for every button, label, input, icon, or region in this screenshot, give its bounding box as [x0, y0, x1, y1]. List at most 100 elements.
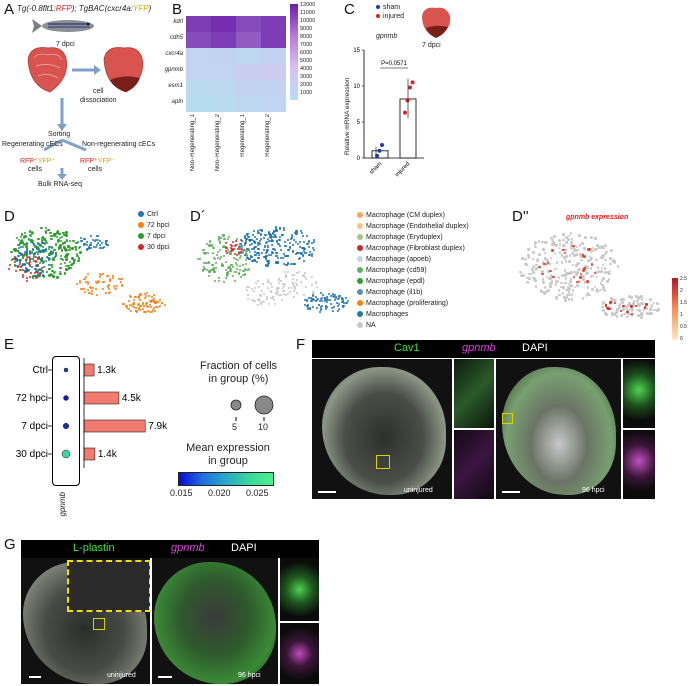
tsne-point	[133, 305, 136, 308]
tsne-point	[332, 305, 335, 308]
tsne-point	[632, 303, 636, 307]
tsne-point	[68, 260, 71, 264]
tsne-point	[66, 245, 70, 248]
tsne-point	[25, 259, 28, 262]
gene-title-c: gpnmb	[376, 33, 398, 40]
tsne-point	[585, 272, 588, 275]
heatmap-cell	[211, 96, 236, 112]
tsne-point	[571, 251, 575, 254]
legend-marker	[357, 322, 363, 329]
tsne-point	[224, 276, 228, 280]
tsne-point	[342, 302, 345, 305]
tsne-point	[282, 263, 285, 266]
tsne-point	[535, 263, 538, 267]
tsne-point	[292, 243, 295, 246]
tsne-point	[524, 257, 527, 261]
heatmap-cell	[261, 96, 286, 112]
tsne-point	[312, 238, 315, 242]
tsne-point	[282, 229, 285, 232]
tsne-point	[94, 287, 97, 290]
tsne-point	[549, 236, 553, 240]
tsne-point	[37, 248, 41, 251]
tsne-point	[242, 273, 245, 276]
tsne-point	[560, 274, 564, 277]
tsne-point	[29, 230, 32, 233]
tsne-point	[41, 245, 44, 248]
tsne-point	[610, 300, 614, 303]
tsne-point	[587, 259, 590, 262]
tsne-point	[219, 237, 222, 240]
tsne-point	[271, 248, 274, 251]
tsne-point	[272, 232, 275, 235]
tsne-point	[567, 234, 571, 238]
tsne-point	[563, 257, 567, 261]
tsne-point	[19, 235, 23, 239]
tsne-point	[320, 292, 323, 295]
tsne-point	[85, 243, 88, 246]
tsne-point	[14, 248, 17, 251]
expression-tick: 0.5	[680, 324, 687, 330]
tsne-point	[555, 261, 559, 264]
tsne-point	[238, 268, 241, 271]
tsne-point	[267, 231, 271, 234]
tsne-point	[140, 294, 143, 297]
tsne-point	[58, 236, 62, 240]
tsne-point	[48, 267, 51, 270]
tsne-point	[590, 256, 593, 260]
legend-item: Macrophage (CM duplex)	[357, 211, 445, 222]
legend-item: NA	[357, 321, 376, 332]
tsne-point	[244, 244, 247, 247]
tsne-point	[267, 245, 270, 248]
mean-title: Mean expression in group	[186, 442, 270, 467]
tsne-point	[622, 307, 625, 310]
tsne-point	[290, 236, 293, 239]
tsne-point	[332, 293, 335, 296]
tsne-point	[134, 296, 137, 299]
data-point	[375, 153, 379, 158]
tsne-point	[30, 230, 34, 234]
legend-label: Macrophage (Endothelial duplex)	[366, 223, 469, 230]
scale-bar	[502, 491, 520, 493]
tsne-point	[319, 298, 322, 301]
tsne-point	[579, 272, 582, 276]
tsne-point	[243, 237, 247, 240]
tsne-point	[248, 285, 251, 288]
tsne-point	[20, 241, 24, 245]
tsne-point	[56, 240, 60, 244]
tsne-point	[630, 296, 634, 299]
tsne-point	[67, 267, 70, 270]
tsne-point	[227, 266, 230, 269]
tsne-point	[134, 306, 137, 309]
tsne-point	[43, 243, 47, 246]
tsne-point	[60, 239, 63, 243]
tsne-point	[106, 239, 109, 242]
tsne-point	[42, 236, 45, 239]
tsne-point	[78, 280, 81, 283]
tsne-point	[223, 255, 226, 258]
tsne-point	[262, 282, 265, 285]
tsne-point	[294, 241, 298, 244]
tsne-point	[311, 294, 314, 297]
tsne-point	[270, 290, 273, 293]
tsne-point	[267, 302, 270, 305]
tsne-point	[243, 273, 246, 276]
tsne-point	[63, 261, 67, 265]
tsne-point	[619, 298, 623, 302]
tsne-point	[56, 231, 59, 234]
tsne-point	[640, 298, 644, 301]
tsne-point	[244, 241, 247, 244]
tsne-point	[271, 239, 274, 242]
tsne-point	[106, 243, 109, 246]
tsne-point	[270, 296, 273, 299]
x-tick-label: sham	[369, 161, 384, 176]
title-prefix: Tg(-0.8flt1:	[17, 4, 56, 13]
tsne-point	[303, 303, 306, 306]
tsne-point	[102, 246, 105, 249]
heart-injured-icon	[27, 47, 68, 93]
tsne-point	[545, 275, 549, 279]
legend-item: 7 dpci	[138, 232, 166, 243]
tsne-point	[84, 280, 87, 283]
tsne-point	[638, 295, 642, 299]
tsne-point	[573, 285, 577, 289]
tsne-point	[256, 298, 259, 301]
